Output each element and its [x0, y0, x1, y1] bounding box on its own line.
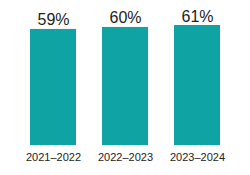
svg-text:61%: 61%: [181, 8, 213, 25]
svg-text:2021–2022: 2021–2022: [26, 151, 81, 163]
svg-text:60%: 60%: [109, 9, 141, 26]
svg-text:2023–2024: 2023–2024: [170, 151, 225, 163]
svg-text:59%: 59%: [37, 11, 69, 28]
svg-text:2022–2023: 2022–2023: [98, 151, 153, 163]
